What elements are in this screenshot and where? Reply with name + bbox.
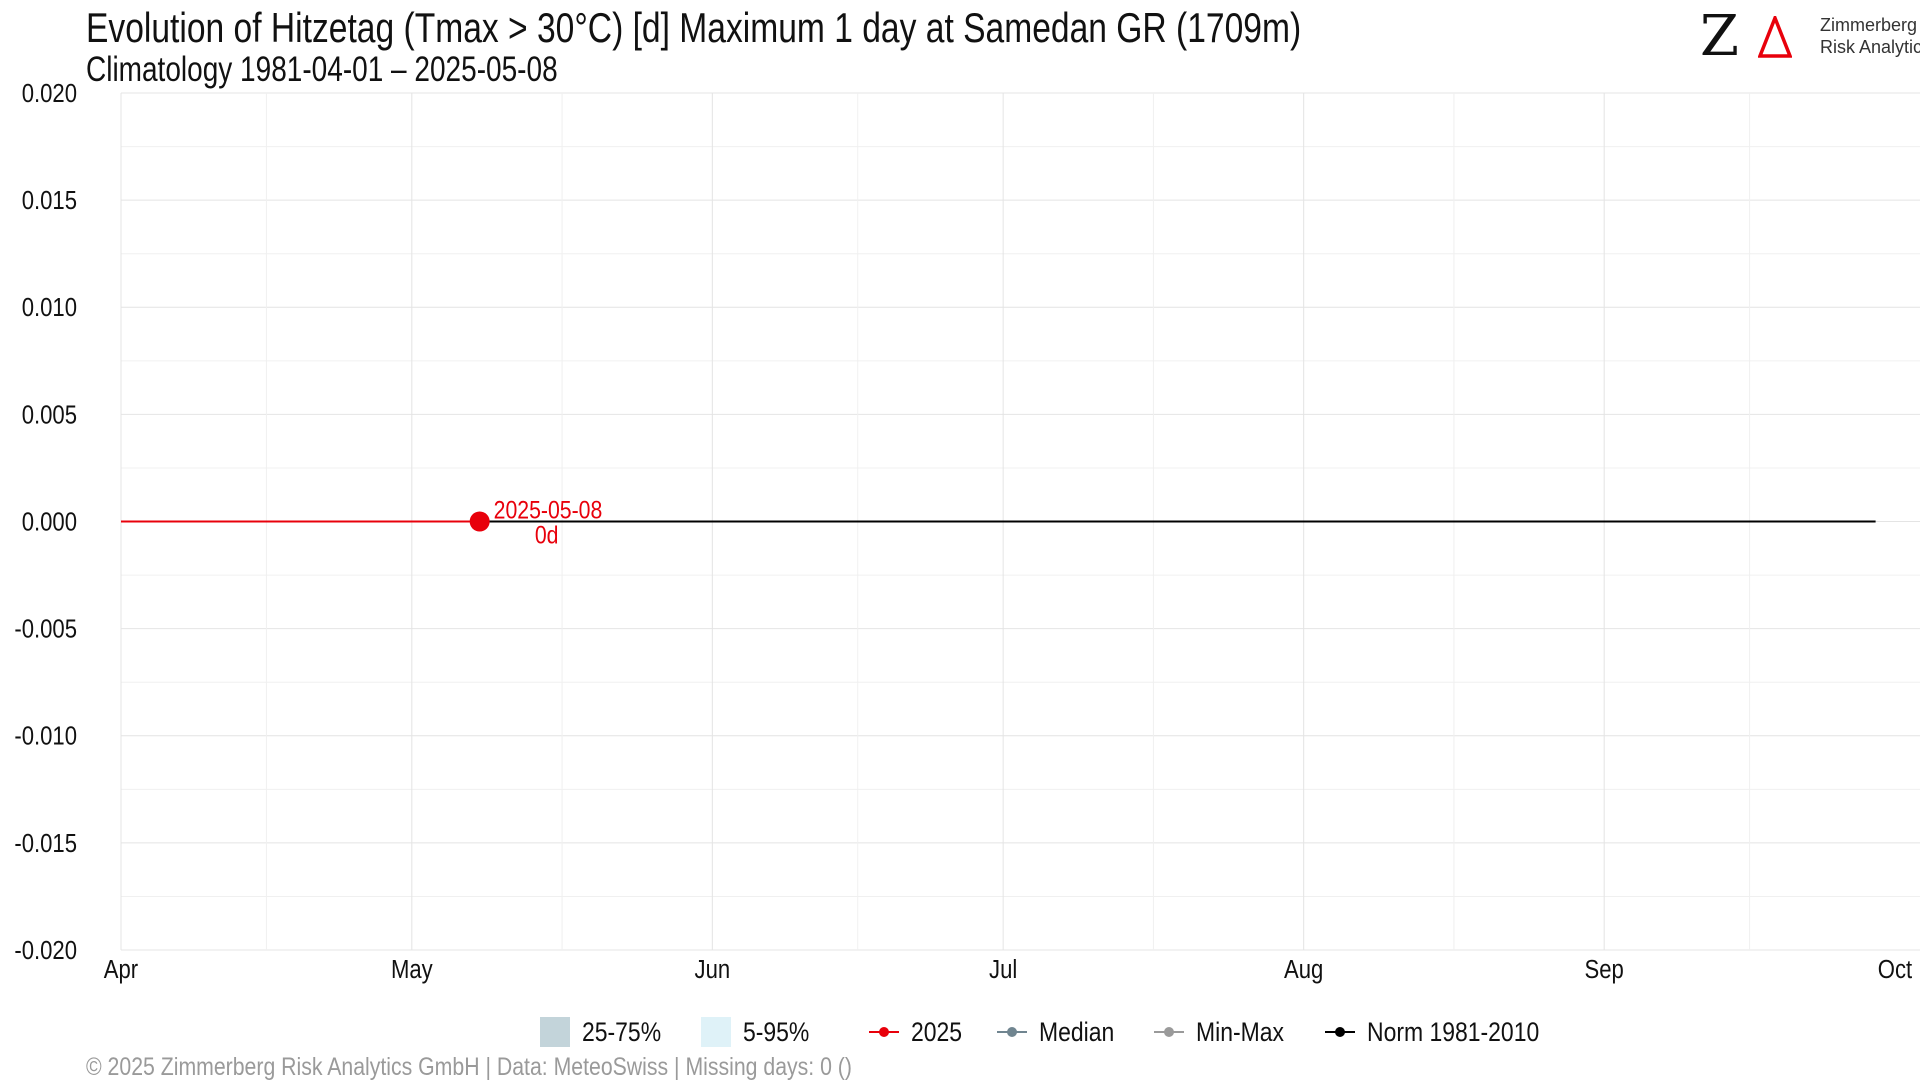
legend-label: Min-Max (1195, 1016, 1284, 1047)
x-tick-label: Jun (695, 955, 731, 984)
legend-label: Norm 1981-2010 (1367, 1016, 1540, 1047)
y-tick-label: -0.005 (14, 615, 77, 644)
legend-label: 5-95% (743, 1016, 810, 1047)
y-tick-label: 0.015 (22, 186, 77, 215)
legend-item: 5-95% (701, 1017, 821, 1048)
legend-line-key (869, 1017, 900, 1047)
logo-z-mark: Z (1700, 4, 1739, 69)
annotation-date-label: 2025-05-08 (494, 496, 603, 524)
y-tick-label: -0.015 (14, 829, 77, 858)
legend-line-key (997, 1017, 1028, 1047)
legend-swatch (540, 1017, 570, 1047)
legend-item: Median (997, 1017, 1128, 1048)
delta-icon (1758, 16, 1792, 58)
legend-item: Norm 1981-2010 (1325, 1017, 1570, 1048)
annotation-value-label: 0d (535, 521, 559, 549)
x-axis: Apr May Jun Jul Aug Sep Oct (104, 955, 1913, 984)
chart-legend: 25-75% 5-95% 2025 Median Min-Max Norm 1981-20… (540, 1015, 1596, 1049)
x-tick-label: Oct (1878, 955, 1913, 984)
legend-item: 2025 (869, 1017, 971, 1048)
chart-subtitle: Climatology 1981-04-01 – 2025-05-08 (86, 50, 558, 89)
legend-line-key (1325, 1017, 1356, 1047)
logo-text: Zimmerberg Risk Analytics (1820, 14, 1920, 58)
logo-line-1: Zimmerberg (1820, 15, 1918, 35)
x-tick-label: Jul (989, 955, 1017, 984)
legend-label: Median (1039, 1016, 1115, 1047)
logo-line-2: Risk Analytics (1820, 37, 1920, 57)
company-logo: Z Zimmerberg Risk Analytics (1700, 4, 1920, 70)
x-tick-label: Apr (104, 955, 138, 984)
y-tick-label: 0.020 (22, 79, 77, 108)
x-tick-label: Aug (1284, 955, 1323, 984)
y-tick-label: -0.020 (14, 936, 77, 965)
footer-credits: © 2025 Zimmerberg Risk Analytics GmbH | … (86, 1053, 852, 1081)
x-tick-label: May (391, 955, 433, 984)
line-chart: -0.020 -0.015 -0.010 -0.005 0.000 0.005 0.010 0… (14, 79, 1920, 984)
legend-item: Min-Max (1153, 1016, 1300, 1048)
x-tick-label: Sep (1585, 955, 1624, 984)
chart-title: Evolution of Hitzetag (Tmax > 30°C) [d] … (86, 4, 1302, 51)
y-tick-label: 0.000 (22, 508, 77, 537)
current-value-point (469, 511, 490, 532)
legend-label: 2025 (911, 1016, 963, 1047)
y-tick-label: 0.010 (22, 294, 77, 323)
legend-line-key (1153, 1017, 1184, 1047)
legend-swatch (701, 1017, 732, 1047)
legend-item: 25-75% (540, 1017, 675, 1048)
y-axis: -0.020 -0.015 -0.010 -0.005 0.000 0.005 0.010 0… (14, 79, 77, 965)
y-tick-label: 0.005 (22, 401, 77, 430)
legend-label: 25-75% (582, 1016, 662, 1047)
y-tick-label: -0.010 (14, 722, 77, 751)
